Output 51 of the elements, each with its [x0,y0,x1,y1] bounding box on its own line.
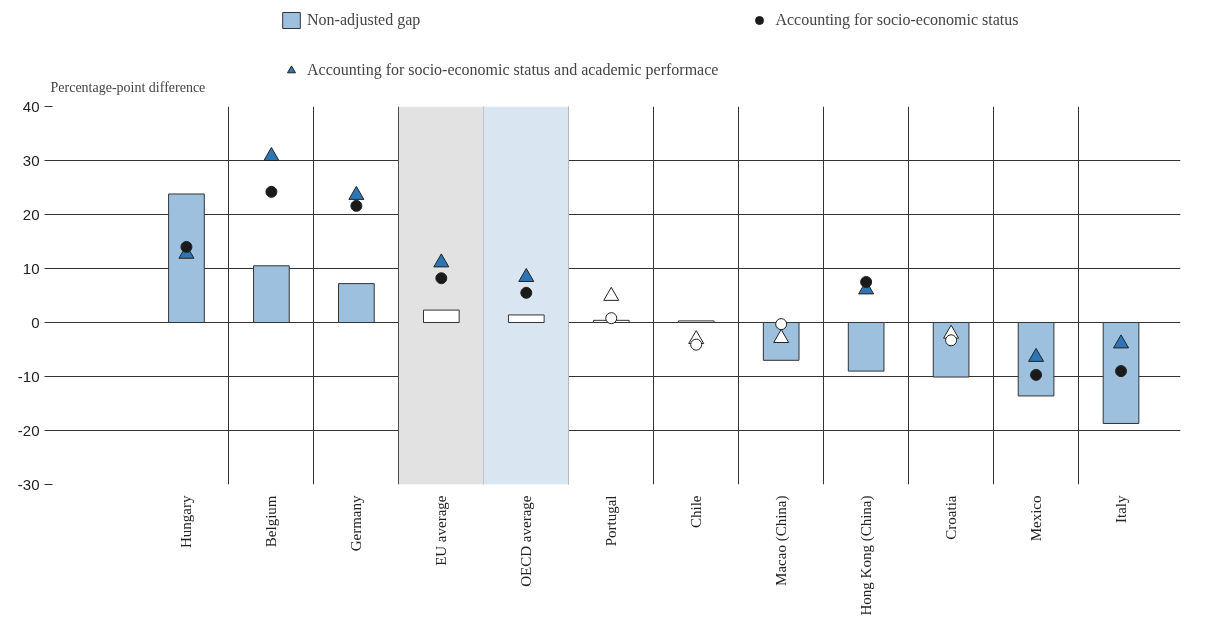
point [860,276,873,288]
point [1030,368,1043,381]
bar [507,314,545,323]
y-tick-label: -10 [17,367,40,385]
bar [253,265,290,323]
y-tick-label: 40 [22,97,40,115]
point [265,185,278,198]
x-tick-label: Mexico [1028,495,1045,542]
legend-label: Accounting for socio-economic status and academic performace [307,61,719,79]
point [435,272,448,285]
point [945,334,958,347]
point [775,318,788,331]
y-tick-label: 0 [31,313,40,331]
point [433,253,450,268]
point [1028,347,1045,362]
legend-label: Non-adjusted gap [307,11,421,29]
point [520,286,533,299]
x-tick-label: OECD average [518,495,535,587]
x-tick-label: Chile [688,495,705,528]
point [348,185,365,200]
y-tick-label: 20 [22,205,40,223]
y-tick-label: -30 [17,475,40,493]
x-tick-label: Macao (China) [773,495,791,586]
y-tick-label: 30 [22,151,40,169]
y-tick-label: 10 [22,259,40,277]
point [605,312,618,325]
legend-label: Accounting for socio-economic status [775,11,1019,29]
bar [1017,322,1055,397]
y-tick-label: -20 [17,421,40,439]
x-tick-label: Hungary [178,495,195,548]
point [518,267,535,282]
bar [168,193,205,323]
x-tick-label: Germany [348,495,365,552]
point [180,240,193,253]
y-axis-title: Percentage-point difference [50,79,206,95]
bar [338,283,375,323]
point [1113,334,1130,349]
x-tick-label: Portugal [603,495,620,547]
point [1115,365,1128,378]
x-tick-label: Italy [1113,495,1130,523]
bar [1102,322,1140,424]
x-tick-label: Croatia [943,495,960,540]
x-tick-label: Belgium [263,495,280,548]
x-tick-label: EU average [433,495,450,566]
x-tick-label: Hong Kong (China) [858,495,876,616]
point [263,147,280,162]
bar [422,309,460,323]
point [603,286,620,301]
point [690,338,703,351]
point [350,199,363,212]
bar [847,322,885,372]
